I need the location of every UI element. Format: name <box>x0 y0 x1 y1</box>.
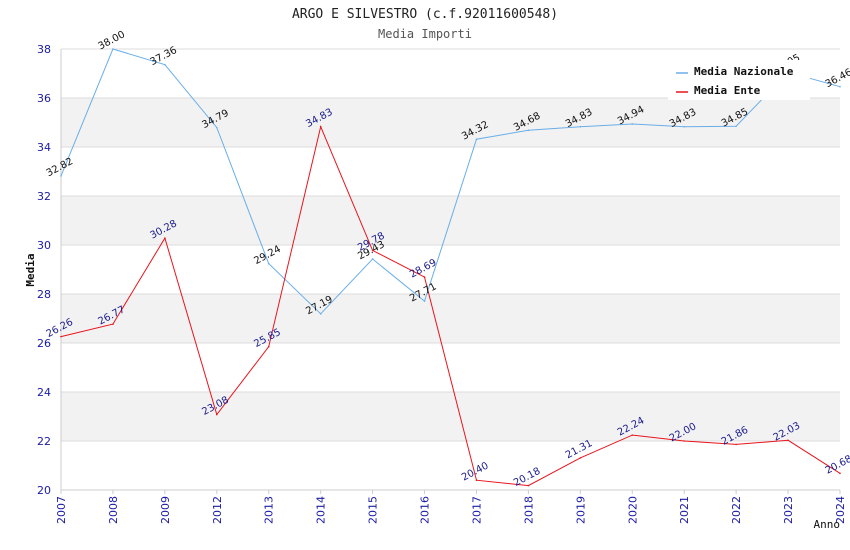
data-label-nazionale: 29.24 <box>252 244 282 267</box>
data-point-ente <box>527 484 530 487</box>
data-point-nazionale <box>527 129 530 132</box>
y-tick-label: 36 <box>37 92 51 105</box>
data-point-ente <box>683 440 685 442</box>
data-point-ente <box>631 434 634 436</box>
x-tick-label: 2015 <box>367 496 380 524</box>
y-tick-label: 38 <box>37 43 51 56</box>
y-tick-label: 32 <box>37 190 51 203</box>
data-point-ente <box>839 472 841 475</box>
y-tick-label: 26 <box>37 337 51 350</box>
data-point-nazionale <box>164 63 166 66</box>
x-tick-label: 2017 <box>470 496 483 524</box>
data-point-ente <box>319 125 322 128</box>
grid-band <box>61 98 840 147</box>
data-point-ente <box>267 345 270 348</box>
legend: Media Nazionale Media Ente <box>668 60 810 100</box>
x-tick-label: 2022 <box>730 496 743 524</box>
x-tick-label: 2009 <box>159 496 172 524</box>
data-point-nazionale <box>371 258 374 260</box>
data-point-nazionale <box>631 123 634 125</box>
x-tick-label: 2012 <box>211 496 224 524</box>
chart-subtitle: Media Importi <box>378 27 472 41</box>
data-label-nazionale: 32.82 <box>45 156 75 179</box>
x-axis-label: Anno <box>814 518 841 531</box>
x-tick-label: 2021 <box>678 496 691 524</box>
data-point-nazionale <box>112 48 114 50</box>
legend-label-ente: Media Ente <box>694 84 761 97</box>
x-tick-label: 2019 <box>574 496 587 524</box>
grid-bands <box>61 98 840 441</box>
x-tick-label: 2018 <box>522 496 535 524</box>
data-label-ente: 20.40 <box>460 460 490 483</box>
data-point-nazionale <box>216 126 218 129</box>
data-point-ente <box>60 335 62 338</box>
grid-band <box>61 294 840 343</box>
data-point-nazionale <box>735 125 737 127</box>
x-tick-label: 2007 <box>55 496 68 524</box>
data-point-ente <box>787 439 789 442</box>
data-point-ente <box>735 443 737 446</box>
data-point-ente <box>579 457 582 459</box>
axes <box>60 49 840 491</box>
data-label-ente: 21.31 <box>564 438 594 461</box>
data-point-nazionale <box>319 313 322 315</box>
x-tick-label: 2016 <box>419 496 432 524</box>
series-line-ente <box>60 125 841 487</box>
x-tick-labels: 2007 2008 2009 2012 2013 2014 2015 2016 2017 2018… <box>55 490 847 524</box>
x-tick-label: 2013 <box>263 496 276 524</box>
x-tick-label: 2014 <box>315 496 328 524</box>
data-point-nazionale <box>579 125 582 128</box>
data-point-ente <box>164 237 166 239</box>
data-point-ente <box>475 479 478 482</box>
data-point-ente <box>423 276 426 278</box>
x-tick-label: 2024 <box>834 496 847 524</box>
y-tick-label: 20 <box>37 484 51 497</box>
data-point-nazionale <box>60 175 62 177</box>
grid-band <box>61 392 840 441</box>
x-tick-label: 2023 <box>782 496 795 524</box>
data-point-ente <box>112 323 114 325</box>
legend-box <box>668 60 810 100</box>
legend-label-nazionale: Media Nazionale <box>694 65 794 78</box>
gridlines <box>61 48 840 491</box>
y-tick-label: 34 <box>37 141 51 154</box>
series-lines <box>60 48 841 487</box>
y-tick-label: 24 <box>37 386 51 399</box>
data-point-ente <box>216 413 218 416</box>
x-tick-label: 2020 <box>626 496 639 524</box>
y-axis-label: Media <box>24 253 37 286</box>
data-label-nazionale: 36.46 <box>824 67 850 90</box>
y-tick-label: 28 <box>37 288 51 301</box>
y-tick-label: 22 <box>37 435 51 448</box>
data-point-nazionale <box>475 138 478 140</box>
data-point-nazionale <box>839 85 841 88</box>
x-tick-label: 2008 <box>107 496 120 524</box>
y-tick-label: 30 <box>37 239 51 252</box>
chart-title: ARGO E SILVESTRO (c.f.92011600548) <box>292 7 558 22</box>
y-tick-labels: 20 22 24 26 28 30 32 34 36 38 <box>37 43 51 497</box>
data-point-ente <box>371 249 374 252</box>
series-line-nazionale <box>60 48 841 315</box>
data-label-ente: 20.68 <box>824 454 850 477</box>
data-point-nazionale <box>423 300 426 302</box>
data-point-nazionale <box>267 262 270 265</box>
data-point-nazionale <box>683 125 685 128</box>
